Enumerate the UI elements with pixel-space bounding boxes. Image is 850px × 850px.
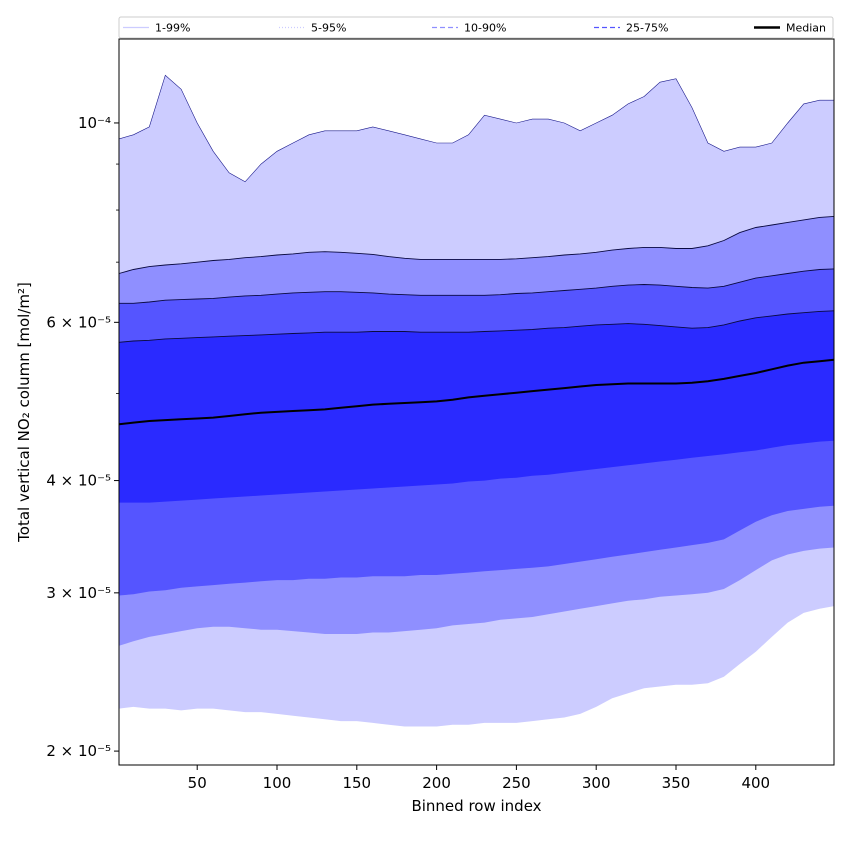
median-layer xyxy=(118,358,835,426)
y-tick-label: 3 × 10⁻⁵ xyxy=(46,584,111,602)
band-edges xyxy=(118,74,835,343)
y-tick-label: 6 × 10⁻⁵ xyxy=(46,313,111,331)
band-upper-edge-5-95% xyxy=(118,215,835,274)
legend-label: 10-90% xyxy=(464,22,506,35)
percentile-bands xyxy=(119,75,834,727)
band-upper-edge-10-90% xyxy=(119,268,835,304)
x-axis-label: Binned row index xyxy=(411,797,541,815)
y-axis-ticks: 2 × 10⁻⁵ 3 × 10⁻⁵ 4 × 10⁻⁵ 6 × 10⁻⁵ 10⁻⁴ xyxy=(46,114,119,760)
x-tick-label: 350 xyxy=(662,774,691,792)
band-upper-edge-1-99% xyxy=(118,74,834,183)
y-tick-label: 2 × 10⁻⁵ xyxy=(46,742,111,760)
x-tick-label: 400 xyxy=(741,774,770,792)
legend-label: 25-75% xyxy=(626,22,668,35)
x-axis-ticks: 50 100 150 200 250 300 350 400 xyxy=(188,765,770,792)
legend-label: 1-99% xyxy=(155,22,190,35)
x-tick-label: 200 xyxy=(422,774,451,792)
y-axis-label: Total vertical NO₂ column [mol/m²] xyxy=(15,282,33,543)
x-tick-label: 50 xyxy=(188,774,207,792)
y-tick-label: 4 × 10⁻⁵ xyxy=(46,472,111,490)
x-tick-label: 150 xyxy=(342,774,371,792)
legend: 1-99% 5-95% 10-90% 25-75% Median xyxy=(118,16,834,39)
x-tick-label: 300 xyxy=(582,774,611,792)
legend-label: Median xyxy=(786,22,826,35)
band-25-75% xyxy=(119,310,834,503)
band-upper-edge-25-75% xyxy=(118,310,835,343)
x-tick-label: 100 xyxy=(263,774,292,792)
y-tick-label: 10⁻⁴ xyxy=(78,114,111,132)
plot-frame xyxy=(118,38,835,766)
legend-label: 5-95% xyxy=(311,22,346,35)
median-line xyxy=(118,358,835,426)
legend-box xyxy=(118,16,834,39)
x-tick-label: 250 xyxy=(502,774,531,792)
